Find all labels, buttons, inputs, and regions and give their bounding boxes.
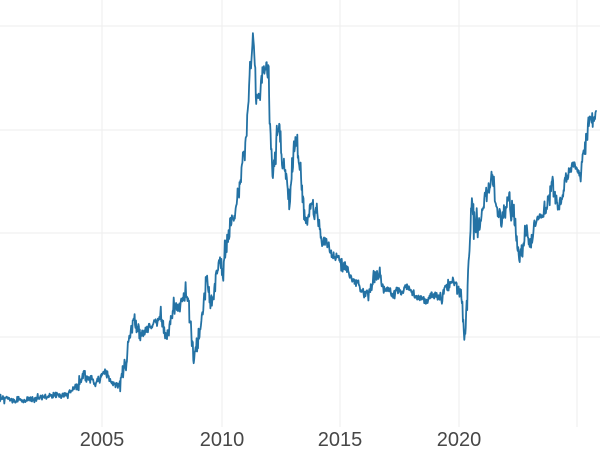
- svg-text:2015: 2015: [318, 429, 363, 450]
- svg-text:2005: 2005: [80, 429, 125, 450]
- svg-text:2010: 2010: [200, 429, 245, 450]
- svg-text:2020: 2020: [437, 429, 482, 450]
